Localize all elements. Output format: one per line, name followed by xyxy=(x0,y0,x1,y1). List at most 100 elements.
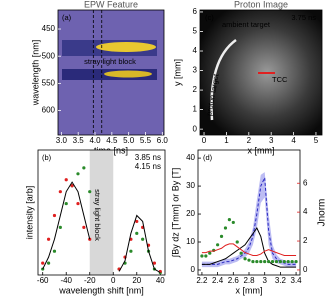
x-tick-label: 3 xyxy=(262,276,267,285)
y-tick-label: 6 xyxy=(193,7,198,16)
y-tick-label: 1 xyxy=(193,105,198,114)
data-point xyxy=(255,259,259,264)
x-tick-label: 3.4 xyxy=(291,276,303,285)
x-tick-label: 3.5 xyxy=(73,136,85,145)
data-point xyxy=(64,178,68,182)
x-tick-label: 40 xyxy=(156,276,165,285)
y-tick-label: 3 xyxy=(193,66,198,75)
chart-title: EPW Feature xyxy=(84,0,138,9)
x-tick-label: 2.2 xyxy=(196,276,208,285)
y-tick-label: 0 xyxy=(193,124,198,133)
annotation: 3.75 ns xyxy=(291,13,316,22)
series-line xyxy=(201,243,297,256)
data-point xyxy=(251,259,255,264)
y-tick-label: 5 xyxy=(193,27,198,36)
data-point xyxy=(267,259,271,264)
x-tick-label: 2 xyxy=(247,136,252,145)
series-line xyxy=(42,181,161,274)
annotation: stray light block xyxy=(84,57,136,66)
y-tick-label: 600 xyxy=(42,106,56,115)
x-tick-label: 20 xyxy=(132,276,141,285)
x-tick-label: 6.0 xyxy=(157,136,169,145)
proton-image xyxy=(200,10,322,135)
chart-title: Proton Image xyxy=(234,0,288,9)
data-point xyxy=(200,254,204,258)
data-point xyxy=(294,259,298,264)
data-point xyxy=(52,213,57,218)
y2-tick-label: 0 xyxy=(303,265,308,274)
data-point xyxy=(282,259,286,264)
data-point xyxy=(274,259,279,264)
data-point xyxy=(46,237,51,241)
y-tick-label: 550 xyxy=(42,78,56,87)
data-point xyxy=(58,225,62,229)
annotation: (d) xyxy=(203,153,213,162)
y-axis-label: wavelength [nm] xyxy=(30,40,40,107)
y-tick-label: 20 xyxy=(186,209,195,218)
data-point xyxy=(135,219,139,224)
y-axis-label: y [mm] xyxy=(172,59,182,86)
x-tick-label: -40 xyxy=(60,276,72,285)
data-point xyxy=(70,184,74,188)
y-axis-label: ∫By dz [Tmm] or By [T] xyxy=(170,168,180,258)
data-point xyxy=(46,261,51,265)
data-point xyxy=(129,249,133,253)
annotation: (c) xyxy=(205,13,214,22)
y2-tick-label: 4 xyxy=(303,207,308,216)
x-tick-label: 3.2 xyxy=(275,276,287,285)
legend-entry: 4.15 ns xyxy=(135,162,161,171)
x-tick-label: 4.0 xyxy=(89,136,101,145)
x-axis-label: x [mm] xyxy=(236,285,263,295)
x-tick-label: 4.5 xyxy=(106,136,118,145)
data-point xyxy=(152,261,157,265)
data-point xyxy=(64,201,68,206)
data-point xyxy=(135,231,139,235)
y-tick-label: 2 xyxy=(193,85,198,94)
plot-frame xyxy=(37,149,166,276)
data-point xyxy=(235,240,239,244)
y-axis-label: intensity [arb] xyxy=(24,186,34,240)
annotation: (b) xyxy=(42,153,52,162)
data-point xyxy=(219,234,224,239)
x-tick-label: 0 xyxy=(111,276,116,285)
data-point xyxy=(76,172,80,176)
data-point xyxy=(239,251,243,255)
data-point xyxy=(227,218,231,222)
data-point xyxy=(204,254,208,258)
y-tick-label: 30 xyxy=(186,181,195,190)
x-tick-label: 3 xyxy=(269,136,274,145)
y-tick-label: 4 xyxy=(193,46,198,55)
plot-frame xyxy=(197,149,301,276)
legend-entry: 3.85 ns xyxy=(135,153,161,162)
y-tick-label: 40 xyxy=(186,153,195,162)
data-point xyxy=(270,259,275,264)
x-tick-label: -60 xyxy=(37,276,49,285)
plot-frame xyxy=(57,9,165,136)
y2-tick-label: 6 xyxy=(303,178,308,187)
y-tick-label: 0 xyxy=(191,265,196,274)
annotation: stray light block xyxy=(93,189,102,241)
plot-frame xyxy=(199,9,323,136)
data-point xyxy=(243,257,247,261)
x-tick-label: -20 xyxy=(84,276,96,285)
x-tick-label: 2.8 xyxy=(243,276,255,285)
annotation: (a) xyxy=(62,13,72,22)
y-tick-label: 10 xyxy=(186,237,195,246)
data-point xyxy=(41,261,45,265)
x-tick-label: 5.0 xyxy=(123,136,135,145)
uncertainty-band xyxy=(201,172,297,268)
x-tick-label: 0 xyxy=(202,136,207,145)
data-point xyxy=(290,259,294,264)
x-axis-label: wavelength shift [nm] xyxy=(58,285,144,295)
data-point xyxy=(231,220,235,225)
data-point xyxy=(52,249,57,253)
data-point xyxy=(82,166,86,170)
x-tick-label: 5.5 xyxy=(140,136,152,145)
data-point xyxy=(58,190,62,194)
data-point xyxy=(216,243,220,247)
data-point xyxy=(263,259,267,264)
y2-axis-label: Jnorm xyxy=(317,199,328,227)
y2-tick-label: 2 xyxy=(303,236,308,245)
annotation: ambient target xyxy=(222,20,271,29)
